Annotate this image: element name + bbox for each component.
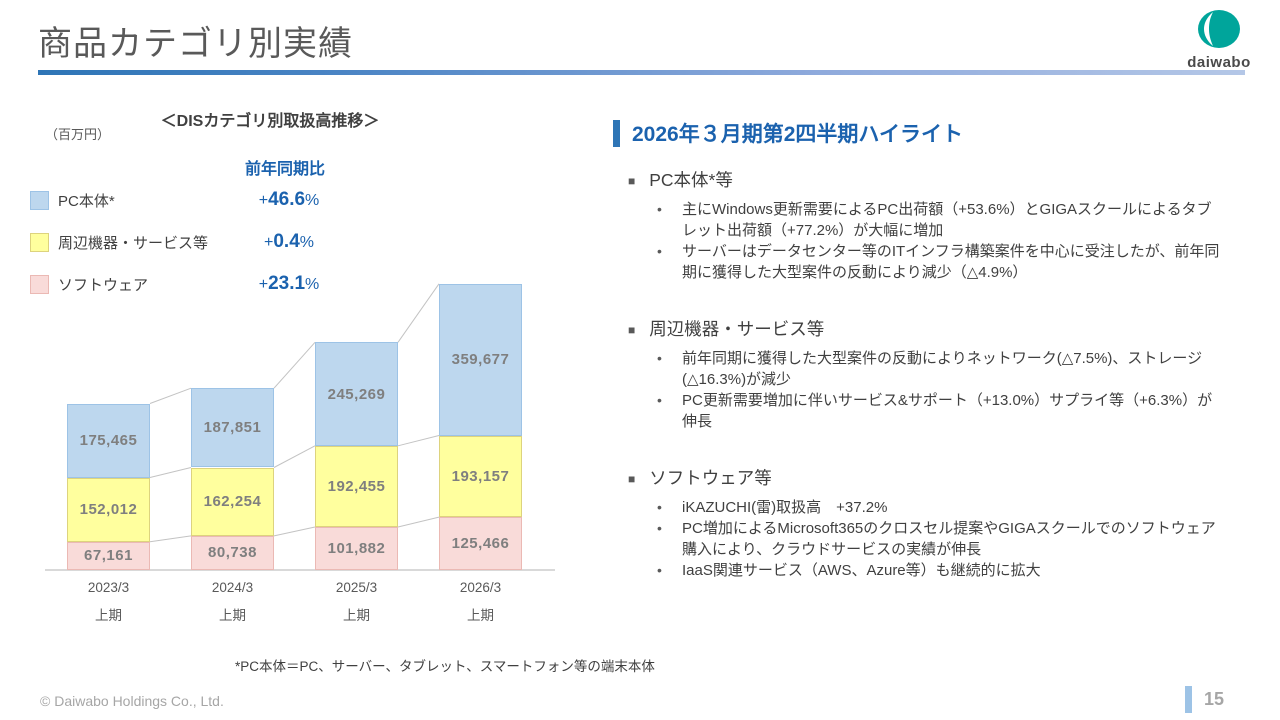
section-bullets: iKAZUCHI(雷)取扱高 +37.2% PC増加によるMicrosoft36… xyxy=(655,497,1220,581)
section-pc: ■ PC本体*等 主にWindows更新需要によるPC出荷額（+53.6%）とG… xyxy=(628,167,1220,283)
section-title-text: 周辺機器・サービス等 xyxy=(649,319,825,339)
legend-yoy-value: +46.6% xyxy=(258,189,320,210)
bar-value-label: 101,882 xyxy=(327,540,386,557)
bar-segment: 152,012 xyxy=(67,477,150,542)
legend-item-software: ソフトウェア +23.1% xyxy=(30,272,360,296)
legend-swatch-yellow xyxy=(30,232,49,252)
legend-yoy-value: +23.1% xyxy=(258,273,320,294)
bar-segment: 187,851 xyxy=(191,388,274,468)
bar-segment: 245,269 xyxy=(315,342,398,446)
page-title: 商品カテゴリ別実績 xyxy=(38,25,353,63)
square-bullet-icon: ■ xyxy=(628,173,636,188)
bar-segment: 162,254 xyxy=(191,467,274,536)
chart-legend: PC本体* +46.6% 周辺機器・サービス等 +0.4% ソフトウェア +23… xyxy=(30,188,360,314)
highlights-body: ■ PC本体*等 主にWindows更新需要によるPC出荷額（+53.6%）とG… xyxy=(628,167,1220,614)
section-title: ■ ソフトウェア等 xyxy=(628,465,1220,490)
square-bullet-icon: ■ xyxy=(628,471,636,486)
bar-value-label: 80,738 xyxy=(208,544,257,562)
bar-value-label: 245,269 xyxy=(327,385,386,403)
legend-label: ソフトウェア xyxy=(58,276,149,294)
x-axis-label: 2025/3 上期 xyxy=(335,580,378,623)
section-title-text: ソフトウェア等 xyxy=(649,468,772,488)
section-title: ■ 周辺機器・サービス等 xyxy=(628,316,1220,341)
daiwabo-logo-text: daiwabo xyxy=(1187,54,1251,71)
section-software: ■ ソフトウェア等 iKAZUCHI(雷)取扱高 +37.2% PC増加によるM… xyxy=(628,465,1220,581)
daiwabo-logo: daiwabo xyxy=(1183,8,1255,71)
heading-accent-bar xyxy=(613,119,620,147)
bar-value-label: 359,677 xyxy=(451,351,510,369)
section-title-text: PC本体*等 xyxy=(649,170,733,190)
bar-segment: 101,882 xyxy=(315,527,398,570)
bar-value-label: 193,157 xyxy=(451,467,510,485)
square-bullet-icon: ■ xyxy=(628,322,636,337)
bar-segment: 193,157 xyxy=(439,435,522,517)
bullet-item: PC更新需要増加に伴いサービス&サポート（+13.0%）サプライ等（+6.3%）… xyxy=(655,390,1220,432)
yoy-header: 前年同期比 xyxy=(245,161,326,178)
x-axis-label: 2023/3 上期 xyxy=(87,580,130,623)
segment-connector-lines xyxy=(149,283,440,543)
chart-unit-label: （百万円） xyxy=(45,127,111,142)
daiwabo-logo-icon xyxy=(1198,10,1240,48)
bar-segment: 67,161 xyxy=(67,541,150,570)
bar-segment: 192,455 xyxy=(315,445,398,527)
x-axis-line xyxy=(45,569,555,571)
legend-item-peripherals: 周辺機器・サービス等 +0.4% xyxy=(30,230,360,254)
bullet-item: IaaS関連サービス（AWS、Azure等）も継続的に拡大 xyxy=(655,560,1220,581)
section-title: ■ PC本体*等 xyxy=(628,167,1220,192)
legend-yoy-value: +0.4% xyxy=(264,231,314,252)
highlights-heading-text: 2026年３月期第2四半期ハイライト xyxy=(632,123,963,146)
bullet-item: 主にWindows更新需要によるPC出荷額（+53.6%）とGIGAスクールによ… xyxy=(655,199,1220,241)
copyright-text: © Daiwabo Holdings Co., Ltd. xyxy=(40,693,224,709)
section-peripherals: ■ 周辺機器・サービス等 前年同期に獲得した大型案件の反動によりネットワーク(△… xyxy=(628,316,1220,432)
x-axis-label: 2026/3 上期 xyxy=(459,580,502,623)
page-accent-bar xyxy=(1185,686,1192,713)
bullet-item: サーバーはデータセンター等のITインフラ構築案件を中心に受注したが、前年同期に獲… xyxy=(655,241,1220,283)
bar-value-label: 162,254 xyxy=(203,493,262,511)
stacked-bar-chart: 67,161 152,012 175,465 2023/3 上期 80,738 162,25… xyxy=(45,275,555,635)
bullet-item: iKAZUCHI(雷)取扱高 +37.2% xyxy=(655,497,1220,518)
chart-footnote: *PC本体＝PC、サーバー、タブレット、スマートフォン等の端末本体 xyxy=(235,659,655,674)
legend-label: 周辺機器・サービス等 xyxy=(58,234,209,252)
section-bullets: 前年同期に獲得した大型案件の反動によりネットワーク(△7.5%)、ストレージ(△… xyxy=(655,348,1220,432)
bar-value-label: 192,455 xyxy=(327,477,386,495)
page-number-block: 15 xyxy=(1185,686,1224,713)
legend-item-pc: PC本体* +46.6% xyxy=(30,188,360,212)
bar-value-label: 67,161 xyxy=(84,547,133,565)
legend-swatch-pink xyxy=(30,274,49,294)
bar-value-label: 175,465 xyxy=(79,432,138,449)
bar-segment: 175,465 xyxy=(67,403,150,478)
bar-value-label: 187,851 xyxy=(203,419,262,437)
chart-title: ＜DISカテゴリ別取扱高推移＞ xyxy=(160,113,380,130)
page-number: 15 xyxy=(1204,689,1225,709)
bar-segment: 359,677 xyxy=(439,283,522,436)
bar-value-label: 125,466 xyxy=(451,535,510,553)
bullet-item: PC増加によるMicrosoft365のクロスセル提案やGIGAスクールでのソフ… xyxy=(655,518,1220,560)
legend-label: PC本体* xyxy=(58,192,115,210)
title-underline xyxy=(38,70,1245,75)
bullet-item: 前年同期に獲得した大型案件の反動によりネットワーク(△7.5%)、ストレージ(△… xyxy=(655,348,1220,390)
highlights-heading: 2026年３月期第2四半期ハイライト xyxy=(613,118,963,148)
x-axis-label: 2024/3 上期 xyxy=(211,580,254,623)
legend-swatch-blue xyxy=(30,190,49,210)
bar-segment: 80,738 xyxy=(191,535,274,570)
bar-segment: 125,466 xyxy=(439,517,522,570)
section-bullets: 主にWindows更新需要によるPC出荷額（+53.6%）とGIGAスクールによ… xyxy=(655,199,1220,283)
bar-value-label: 152,012 xyxy=(79,501,138,519)
